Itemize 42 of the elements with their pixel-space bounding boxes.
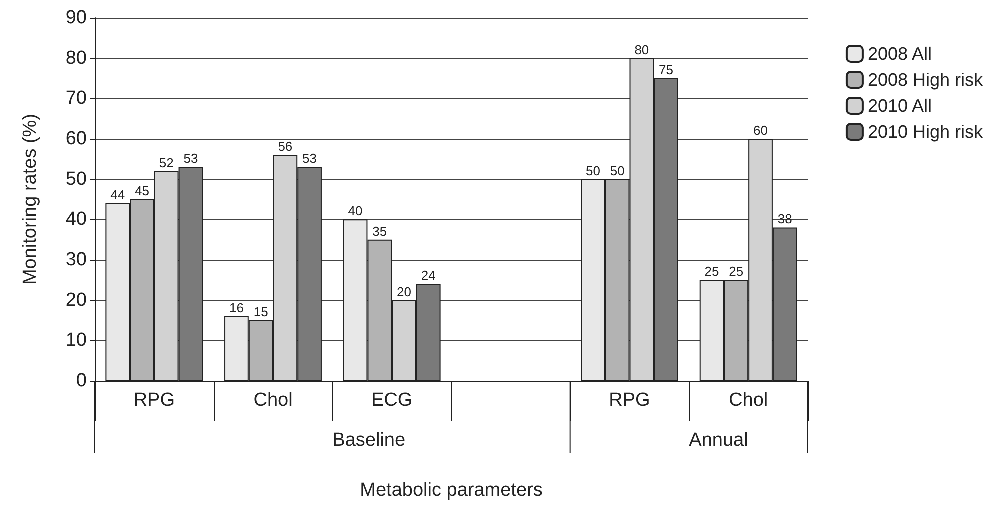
x-tick-label: RPG — [609, 390, 650, 411]
data-label: 40 — [348, 204, 363, 219]
data-label: 45 — [135, 184, 150, 198]
text: Annual — [689, 430, 748, 451]
y-tick-label: 90 — [66, 8, 87, 28]
y-tick-label: 60 — [66, 128, 87, 150]
legend-label: 2010 All — [868, 96, 932, 116]
data-label: 50 — [586, 163, 600, 178]
data-label: 53 — [302, 151, 318, 166]
x-tick-label: ECG — [371, 390, 413, 411]
data-label: 75 — [659, 62, 674, 78]
data-label: 25 — [704, 264, 720, 280]
y-tick-label: 70 — [66, 88, 87, 110]
data-label: 53 — [184, 151, 198, 166]
y-tick-label: 80 — [66, 48, 87, 69]
y-tick-label: 0 — [76, 370, 87, 392]
data-label: 24 — [421, 268, 436, 284]
data-label: 80 — [634, 42, 650, 58]
y-tick-label: 40 — [66, 209, 87, 230]
x-tick-label: Chol — [254, 390, 293, 411]
y-tick-label: 20 — [66, 290, 87, 311]
legend-label: 2008 All — [868, 44, 932, 64]
text: Baseline — [332, 430, 406, 451]
legend-label: 2010 High risk — [868, 122, 984, 142]
data-label: 16 — [229, 300, 244, 316]
x-tick-label: Chol — [729, 390, 768, 411]
y-tick-label: 10 — [66, 330, 87, 352]
y-tick-label: 30 — [66, 250, 87, 270]
data-label: 52 — [159, 155, 174, 170]
data-label: 44 — [110, 188, 126, 203]
data-label: 56 — [278, 139, 293, 154]
data-label: 25 — [729, 264, 744, 280]
legend-label: 2008 High risk — [868, 70, 984, 90]
y-tick-label: 50 — [66, 168, 87, 190]
x-tick-label: RPG — [134, 390, 176, 411]
data-label: 35 — [372, 224, 388, 239]
data-label: 60 — [754, 123, 768, 138]
y-axis-title: Monitoring rates (%) — [20, 114, 41, 286]
x-axis-title: Metabolic parameters — [360, 480, 543, 501]
data-label: 50 — [610, 163, 625, 178]
data-label: 20 — [397, 284, 412, 300]
data-label: 15 — [254, 304, 268, 320]
